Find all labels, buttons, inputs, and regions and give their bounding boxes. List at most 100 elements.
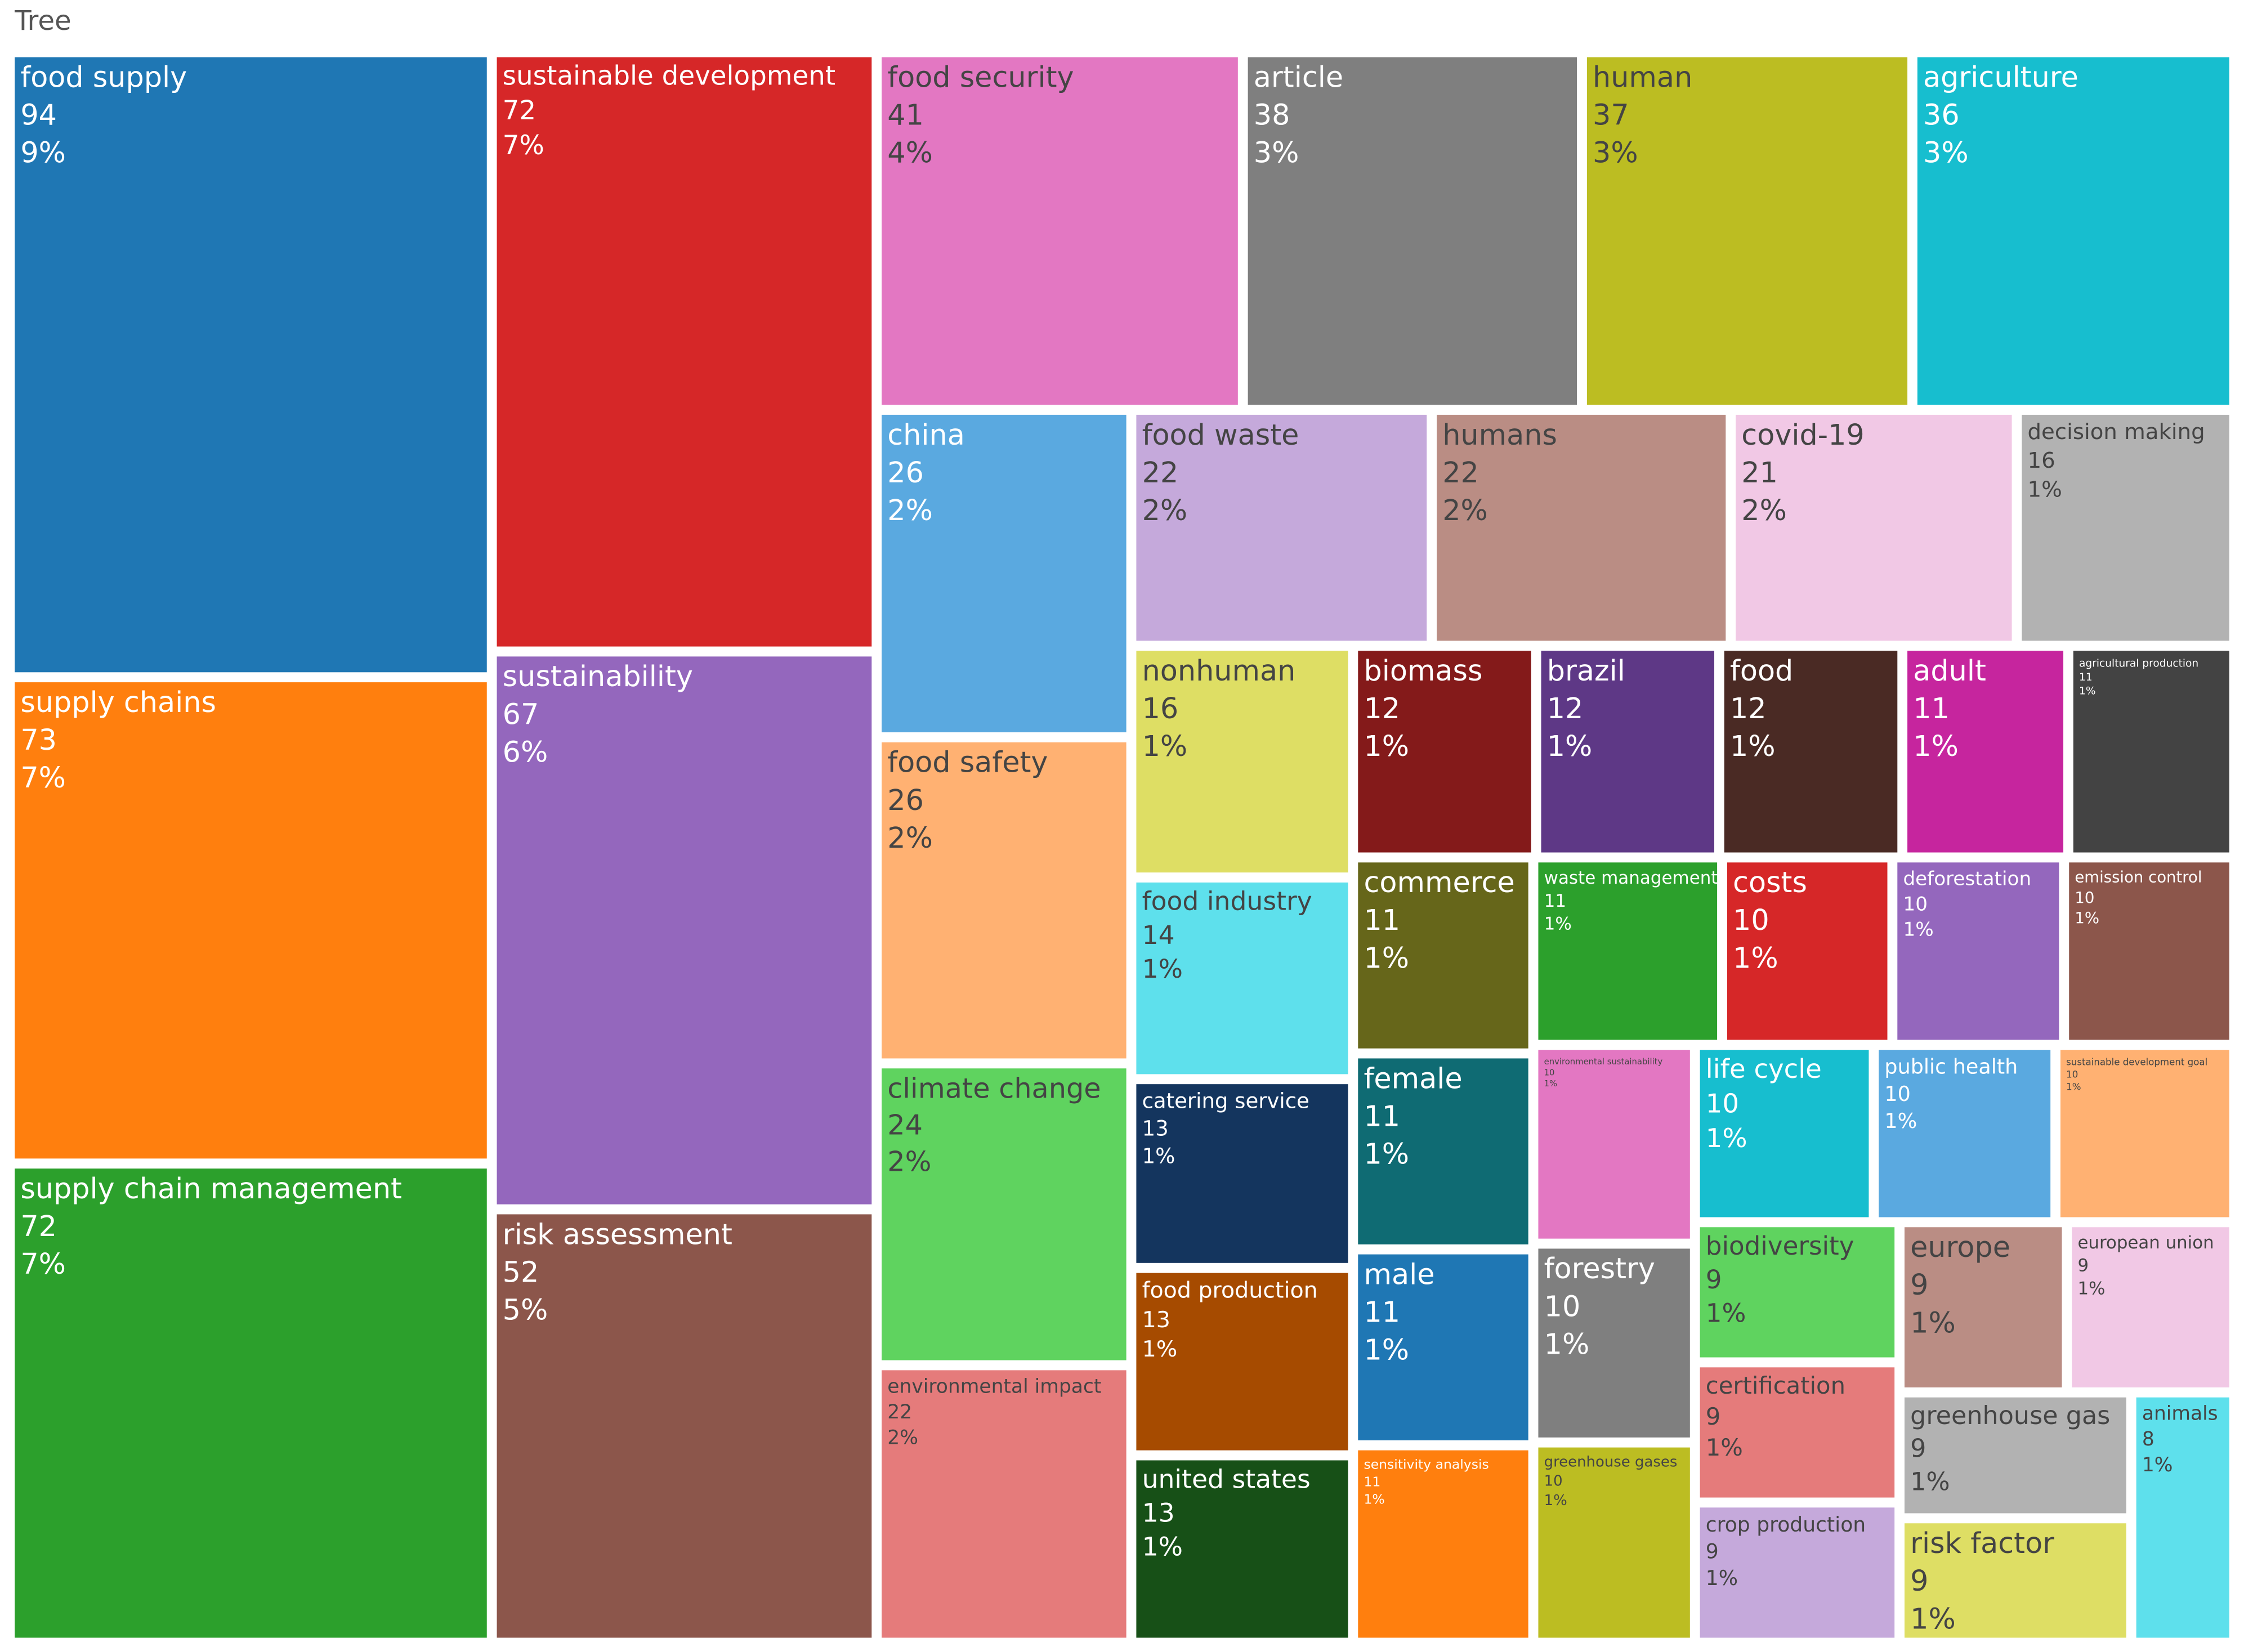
tile-label: deforestation: [1903, 867, 2031, 890]
tile-value: 9: [1706, 1265, 1722, 1295]
tile: [1724, 651, 1898, 853]
tile-label: public health: [1884, 1055, 2018, 1079]
tile-value: 36: [1923, 99, 1960, 132]
tile-value: 10: [1544, 1068, 1555, 1077]
tile-value: 26: [887, 456, 924, 489]
tile: [1358, 1450, 1528, 1638]
tile-label: humans: [1442, 418, 1557, 451]
tile-value: 24: [887, 1108, 923, 1141]
tile-label: animals: [2142, 1403, 2218, 1425]
tile-value: 16: [1142, 692, 1179, 725]
tile-percent: 1%: [1706, 1123, 1747, 1153]
tile-percent: 2%: [887, 821, 933, 854]
tile-value: 11: [1364, 1099, 1400, 1132]
tile: [1700, 1367, 1895, 1498]
tile: [882, 57, 1238, 405]
tile: [2022, 414, 2229, 641]
tile-value: 8: [2142, 1428, 2154, 1450]
tile: [1136, 1273, 1348, 1450]
tile-percent: 2%: [1142, 494, 1188, 527]
tile: [1736, 414, 2012, 641]
tile-percent: 1%: [1733, 941, 1778, 974]
tile-label: adult: [1913, 654, 1986, 687]
tile-percent: 3%: [1254, 136, 1299, 169]
tile-value: 12: [1364, 692, 1400, 725]
tile-label: supply chain management: [20, 1172, 402, 1205]
tile: [1917, 57, 2229, 405]
tile-value: 38: [1254, 99, 1290, 132]
tile-value: 10: [2075, 889, 2094, 907]
tile: [2072, 1227, 2229, 1387]
tile: [497, 656, 872, 1205]
tile-value: 10: [2066, 1069, 2078, 1080]
tile-label: agricultural production: [2079, 657, 2198, 669]
tile: [1538, 862, 1718, 1040]
tile-percent: 1%: [1364, 1137, 1409, 1170]
tile-percent: 7%: [20, 1247, 66, 1281]
tile: [1727, 862, 1888, 1040]
tile: [1907, 651, 2064, 853]
tile-label: european union: [2077, 1233, 2214, 1253]
tile-label: risk factor: [1910, 1526, 2054, 1560]
tile-value: 10: [1903, 893, 1928, 915]
tile: [1358, 651, 1531, 853]
tile-label: climate change: [887, 1072, 1101, 1104]
chart-title: Tree: [14, 5, 71, 37]
tile-value: 11: [1364, 1295, 1400, 1328]
tile-value: 10: [1544, 1290, 1581, 1323]
tile-percent: 1%: [1706, 1434, 1743, 1461]
tile-label: crop production: [1706, 1512, 1866, 1537]
tile: [882, 1370, 1127, 1638]
tile-percent: 1%: [1544, 1079, 1557, 1089]
tile: [2060, 1050, 2229, 1217]
tile: [1136, 414, 1427, 641]
tile-value: 41: [887, 99, 924, 132]
tile-percent: 1%: [2075, 909, 2099, 927]
tile-percent: 1%: [2077, 1278, 2105, 1299]
tile-percent: 1%: [1910, 1467, 1950, 1496]
tile: [497, 57, 872, 647]
tile-label: sustainable development goal: [2066, 1056, 2207, 1067]
tile-value: 9: [1910, 1268, 1928, 1301]
tile-value: 67: [503, 697, 539, 731]
tile: [1538, 1248, 1690, 1438]
tile-label: certification: [1706, 1372, 1845, 1399]
tile-label: covid-19: [1741, 418, 1864, 451]
tile-value: 26: [887, 784, 924, 817]
tile-value: 22: [887, 1401, 912, 1423]
tile-label: decision making: [2028, 419, 2205, 445]
tile-percent: 1%: [1706, 1566, 1738, 1590]
tile-value: 37: [1593, 99, 1629, 132]
tile-label: emission control: [2075, 868, 2202, 887]
tile-label: life cycle: [1706, 1054, 1822, 1084]
tile-value: 13: [1142, 1307, 1170, 1333]
tile-label: food waste: [1142, 418, 1299, 451]
tile-percent: 1%: [1913, 729, 1959, 763]
tile-percent: 1%: [1910, 1602, 1956, 1635]
tile: [2069, 862, 2229, 1040]
tile-value: 11: [1913, 692, 1950, 725]
tile-label: female: [1364, 1062, 1462, 1095]
tile: [15, 57, 487, 673]
tile-percent: 2%: [887, 494, 933, 527]
tile: [1358, 862, 1528, 1049]
tile-percent: 6%: [503, 735, 548, 768]
tile-percent: 1%: [1730, 729, 1776, 763]
tile-value: 72: [503, 96, 537, 126]
tile-label: male: [1364, 1257, 1434, 1291]
tile-percent: 1%: [1142, 954, 1183, 984]
tile: [1541, 651, 1715, 853]
tile-label: food supply: [20, 60, 187, 93]
tile: [1586, 57, 1908, 405]
tile-percent: 1%: [1142, 1144, 1175, 1168]
tile-value: 9: [1910, 1435, 1926, 1463]
tile: [15, 682, 487, 1159]
tile-percent: 1%: [1364, 1492, 1384, 1507]
tile: [882, 1068, 1127, 1360]
tile: [882, 414, 1127, 733]
tile-value: 13: [1142, 1498, 1175, 1528]
tile-value: 10: [1544, 1473, 1563, 1490]
tile: [1700, 1050, 1869, 1217]
tile-value: 9: [2077, 1256, 2089, 1276]
